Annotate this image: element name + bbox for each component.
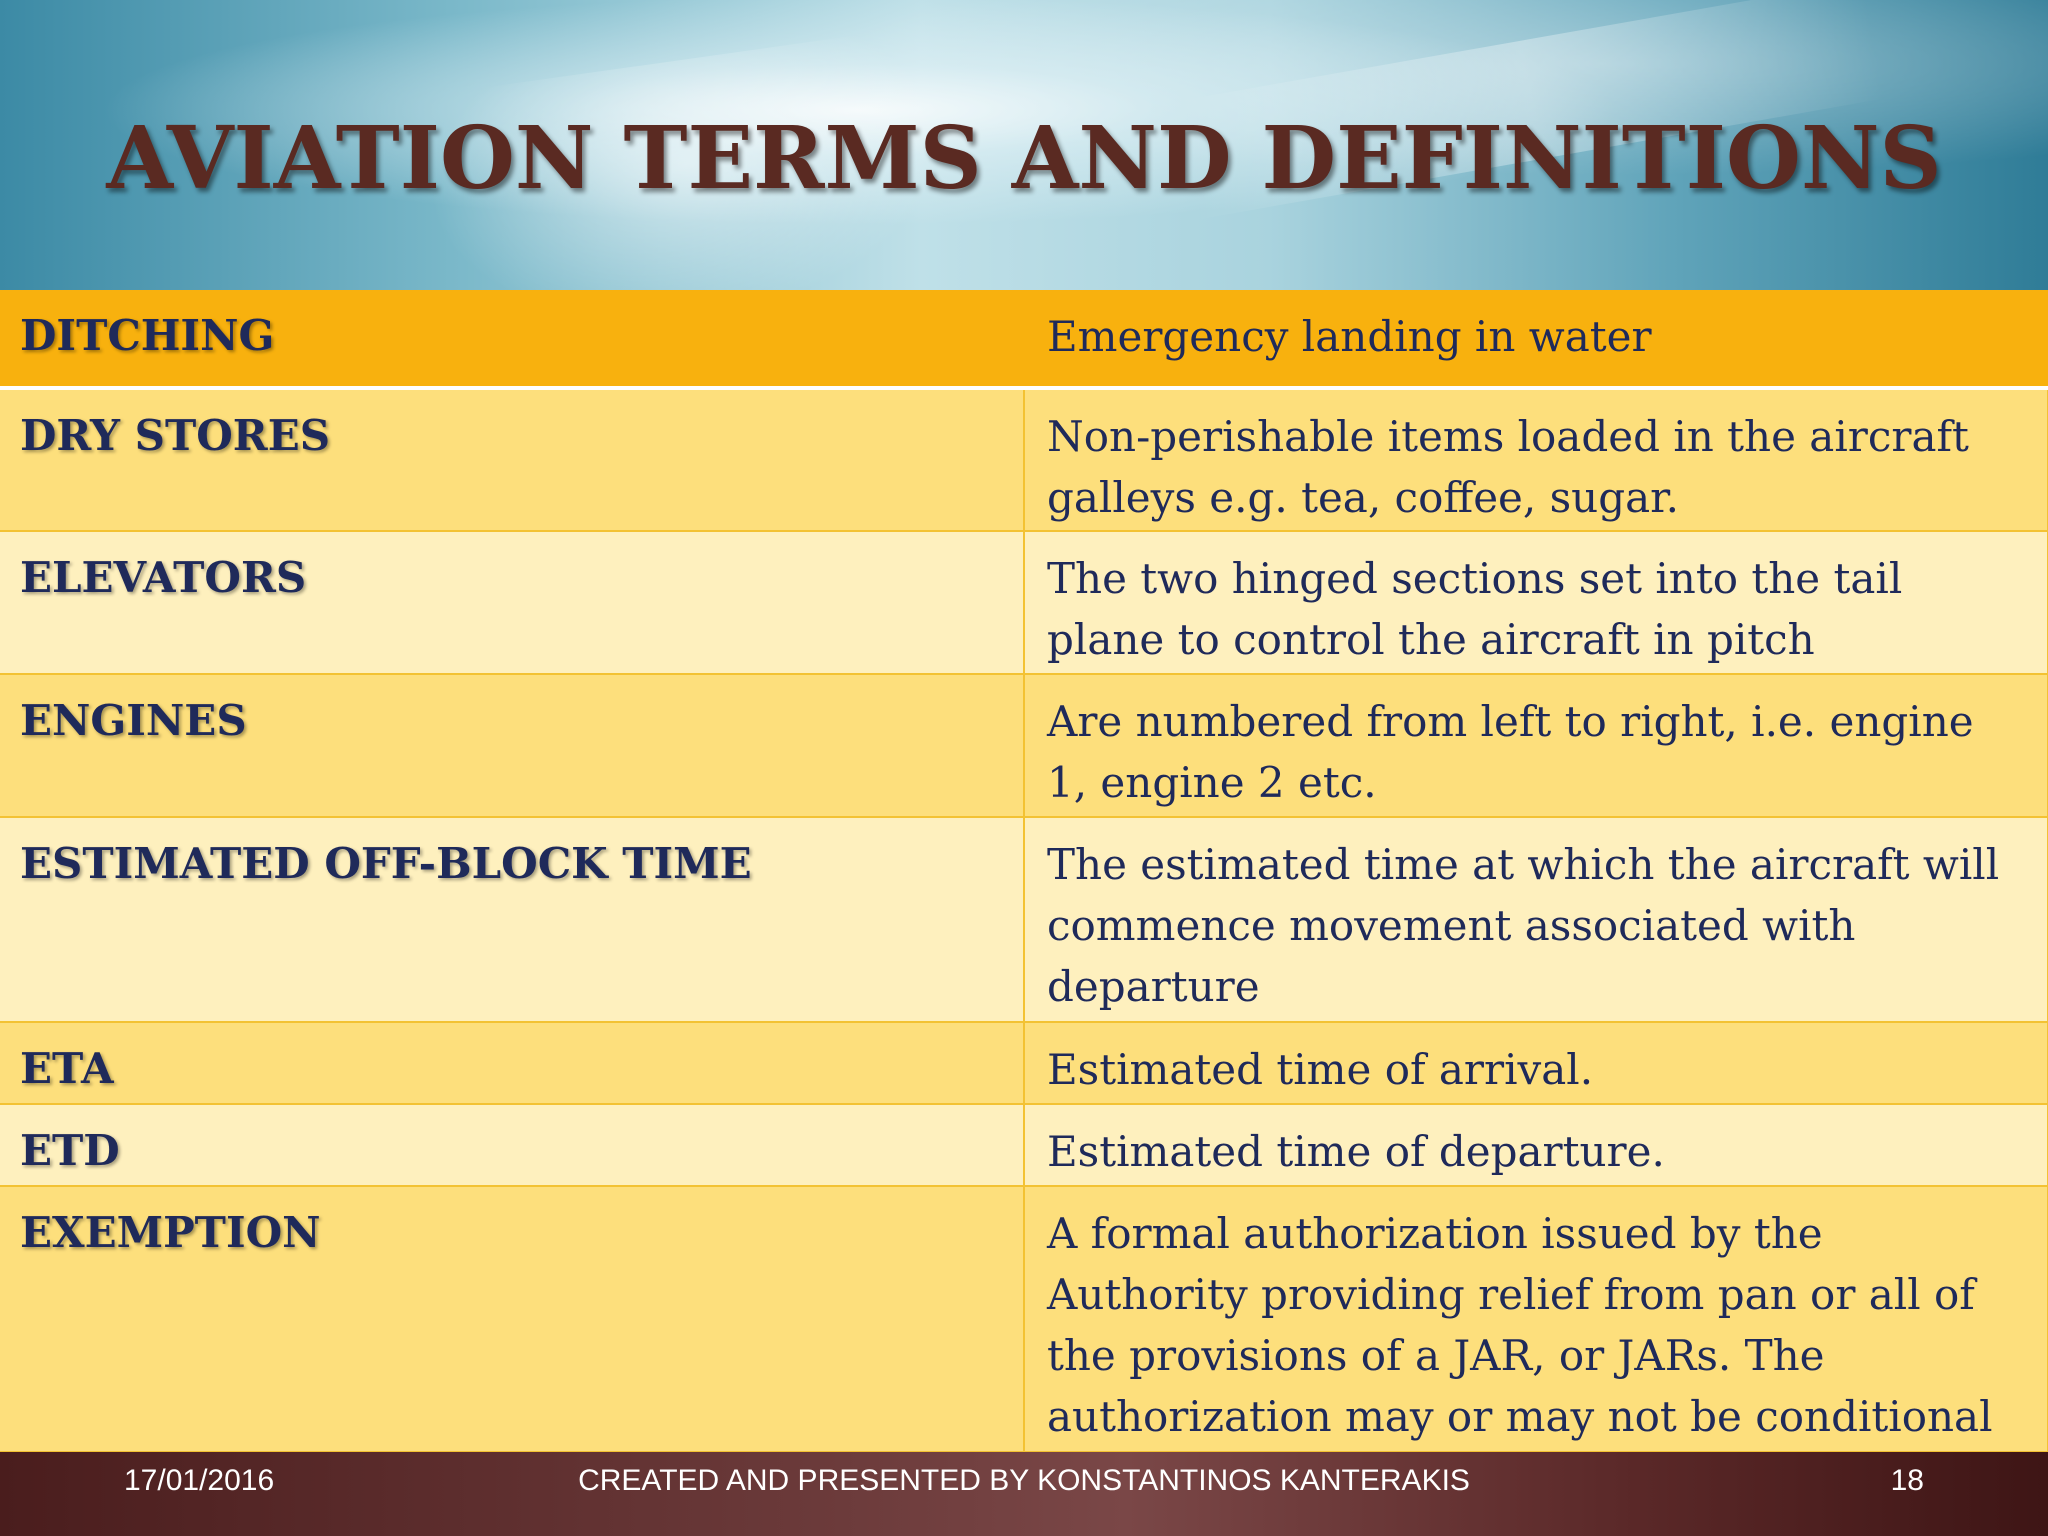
terms-table: DITCHING Emergency landing in water DRY … xyxy=(0,290,2048,1453)
slide-header-banner xyxy=(0,0,2048,290)
footer-author: CREATED AND PRESENTED BY KONSTANTINOS KA… xyxy=(578,1464,1470,1497)
table-row: ETA Estimated time of arrival. xyxy=(0,1022,2048,1105)
table-row: ENGINES Are numbered from left to right,… xyxy=(0,674,2048,818)
definition-cell: Are numbered from left to right, i.e. en… xyxy=(1024,674,2048,818)
footer-page-number: 18 xyxy=(1890,1464,1924,1497)
definition-cell: The estimated time at which the aircraft… xyxy=(1024,817,2048,1023)
definition-cell: The two hinged sections set into the tai… xyxy=(1024,531,2048,675)
table-row: EXEMPTION A formal authorization issued … xyxy=(0,1186,2048,1453)
term-cell: ETD xyxy=(0,1104,1025,1187)
footer-date: 17/01/2016 xyxy=(124,1464,275,1497)
table-row: DITCHING Emergency landing in water xyxy=(0,290,2048,390)
table-row: ESTIMATED OFF-BLOCK TIME The estimated t… xyxy=(0,817,2048,1023)
term-cell: DITCHING xyxy=(0,290,1025,390)
table-row: ELEVATORS The two hinged sections set in… xyxy=(0,531,2048,675)
table-row: DRY STORES Non-perishable items loaded i… xyxy=(0,388,2048,532)
definition-cell: Non-perishable items loaded in the aircr… xyxy=(1024,388,2048,532)
term-cell: ETA xyxy=(0,1022,1025,1105)
term-cell: DRY STORES xyxy=(0,388,1025,532)
definition-cell: A formal authorization issued by the Aut… xyxy=(1024,1186,2048,1453)
definition-cell: Estimated time of departure. xyxy=(1024,1104,2048,1187)
term-cell: ELEVATORS xyxy=(0,531,1025,675)
term-cell: EXEMPTION xyxy=(0,1186,1025,1453)
slide-title: AVIATION TERMS AND DEFINITIONS xyxy=(106,108,1942,209)
term-cell: ESTIMATED OFF-BLOCK TIME xyxy=(0,817,1025,1023)
table-row: ETD Estimated time of departure. xyxy=(0,1104,2048,1187)
definition-cell: Estimated time of arrival. xyxy=(1024,1022,2048,1105)
definition-cell: Emergency landing in water xyxy=(1024,290,2048,390)
slide-footer: 17/01/2016 CREATED AND PRESENTED BY KONS… xyxy=(0,1452,2048,1536)
term-cell: ENGINES xyxy=(0,674,1025,818)
